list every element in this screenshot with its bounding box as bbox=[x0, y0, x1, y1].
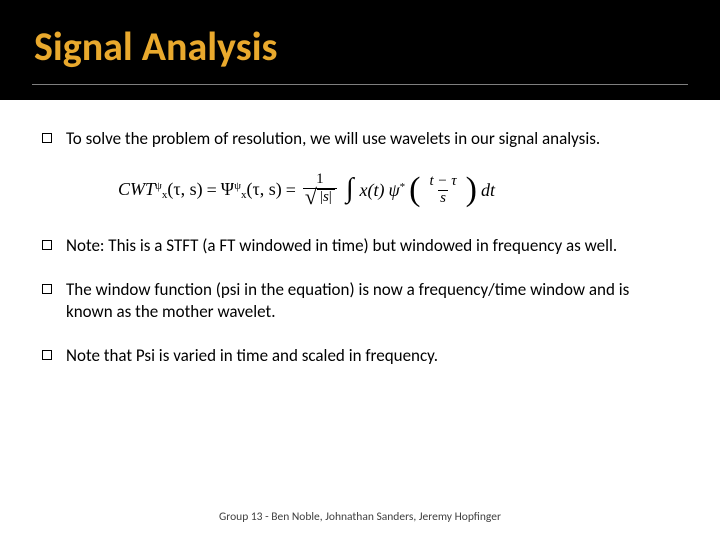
paren-close-icon: ) bbox=[466, 176, 477, 203]
eq-xt: x(t) bbox=[359, 180, 384, 201]
square-bullet-icon bbox=[42, 133, 52, 143]
eq-frac1-den: √ |s| bbox=[303, 188, 337, 210]
integral-icon: ∫ bbox=[346, 178, 354, 200]
eq-frac-2: t − τ s bbox=[427, 174, 458, 207]
eq-mid-sub: x bbox=[241, 189, 247, 201]
bullet-item: The window function (psi in the equation… bbox=[42, 279, 678, 323]
eq-frac-1: 1 √ |s| bbox=[303, 172, 337, 210]
bullet-item: Note: This is a STFT (a FT windowed in t… bbox=[42, 235, 678, 257]
equation-block: CWTψx(τ, s) = Ψψx(τ, s) = 1 √ |s| ∫ bbox=[118, 172, 678, 210]
content-area: To solve the problem of resolution, we w… bbox=[42, 128, 678, 366]
eq-abs-close: | bbox=[329, 189, 332, 205]
eq-dt: dt bbox=[481, 180, 495, 201]
paren-open-icon: ( bbox=[409, 176, 420, 203]
eq-lhs-sup: ψ bbox=[155, 180, 162, 192]
bullet-text: To solve the problem of resolution, we w… bbox=[66, 128, 678, 150]
bullet-item: Note that Psi is varied in time and scal… bbox=[42, 345, 678, 367]
title-band: Signal Analysis bbox=[0, 0, 720, 100]
slide-title: Signal Analysis bbox=[34, 22, 277, 71]
eq-equals-2: = bbox=[286, 180, 296, 201]
eq-mid-sup: ψ bbox=[234, 180, 241, 192]
eq-frac2-num: t − τ bbox=[427, 174, 458, 190]
eq-cwt: CWT bbox=[118, 179, 155, 199]
eq-Psi: Ψ bbox=[221, 179, 234, 199]
bullet-text: The window function (psi in the equation… bbox=[66, 279, 678, 323]
slide: Signal Analysis To solve the problem of … bbox=[0, 0, 720, 540]
eq-psi: ψ bbox=[388, 180, 399, 200]
slide-footer: Group 13 - Ben Noble, Johnathan Sanders,… bbox=[0, 510, 720, 524]
square-bullet-icon bbox=[42, 240, 52, 250]
title-underline bbox=[32, 84, 688, 85]
cwt-equation: CWTψx(τ, s) = Ψψx(τ, s) = 1 √ |s| ∫ bbox=[118, 172, 678, 210]
bullet-text: Note: This is a STFT (a FT windowed in t… bbox=[66, 235, 678, 257]
sqrt-icon: √ bbox=[305, 188, 317, 206]
eq-lhs-args: (τ, s) bbox=[167, 179, 202, 199]
square-bullet-icon bbox=[42, 350, 52, 360]
eq-star: * bbox=[400, 181, 406, 193]
eq-equals-1: = bbox=[207, 180, 217, 201]
eq-frac2-den: s bbox=[438, 190, 448, 207]
eq-lhs-sub: x bbox=[162, 189, 168, 201]
square-bullet-icon bbox=[42, 284, 52, 294]
eq-mid-args: (τ, s) bbox=[246, 179, 281, 199]
bullet-text: Note that Psi is varied in time and scal… bbox=[66, 345, 678, 367]
bullet-item: To solve the problem of resolution, we w… bbox=[42, 128, 678, 150]
